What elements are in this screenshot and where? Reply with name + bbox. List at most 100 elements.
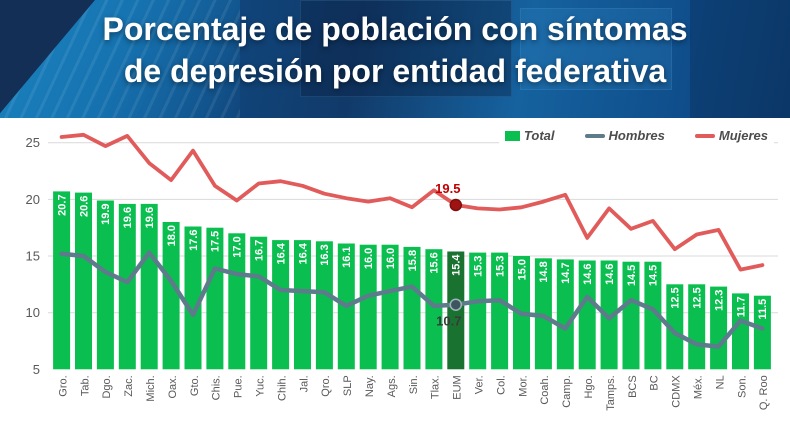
x-axis-label: Son. xyxy=(736,375,748,398)
bar-value-label: 16.7 xyxy=(253,240,265,261)
bar-yuc xyxy=(250,236,268,370)
bar-value-label: 14.7 xyxy=(560,262,572,283)
bar-value-label: 12.5 xyxy=(691,287,703,308)
y-tick-label: 5 xyxy=(33,362,40,377)
bar-son xyxy=(732,293,749,370)
bar-gto xyxy=(184,226,202,370)
bar-value-label: 19.6 xyxy=(122,207,134,228)
bar-chis xyxy=(206,227,224,370)
bar-nl xyxy=(710,286,728,370)
bar-value-label: 14.5 xyxy=(648,265,660,286)
bar-cdmx xyxy=(666,284,684,370)
x-axis-label: Tamps. xyxy=(605,375,617,410)
bar-value-label: 14.6 xyxy=(604,264,616,285)
line-hombres xyxy=(59,250,765,349)
x-axis-label: Ags. xyxy=(386,375,398,397)
bar-jal xyxy=(294,240,311,370)
legend-swatch-hombres-icon xyxy=(584,133,605,138)
bar-camp xyxy=(556,259,574,370)
y-tick-label: 15 xyxy=(26,249,40,264)
bar-value-label: 17.5 xyxy=(210,231,222,252)
page-title-line1: Porcentaje de población con síntomas xyxy=(102,11,688,47)
x-axis-label: Méx. xyxy=(692,375,704,399)
chart-legend: Total Hombres Mujeres xyxy=(498,126,774,145)
x-axis-label: Oax. xyxy=(167,375,179,398)
bar-value-label: 15.8 xyxy=(407,250,419,271)
header-banner: Porcentaje de población con síntomas de … xyxy=(0,0,790,118)
bar-value-label: 14.6 xyxy=(582,264,594,285)
x-axis-label: Hgo. xyxy=(583,375,595,398)
bar-value-label: 16.0 xyxy=(385,248,397,269)
annotation-mujeres: 19.5 xyxy=(435,181,460,196)
x-axis-label: Pue. xyxy=(233,375,245,398)
x-axis-label: EUM xyxy=(452,375,464,399)
x-axis-label: Chih. xyxy=(276,375,288,401)
legend-item-mujeres: Mujeres xyxy=(694,128,768,143)
bar-value-label: 15.0 xyxy=(516,259,528,280)
bar-ver xyxy=(469,252,487,370)
x-axis-label: Q. Roo xyxy=(758,375,770,410)
x-axis-label: Mich. xyxy=(145,375,157,401)
header-decor-panel xyxy=(300,0,512,97)
bar-nay xyxy=(359,244,377,370)
x-axis-label: BC xyxy=(649,375,661,390)
bar-value-label: 14.5 xyxy=(626,265,638,286)
x-axis-label: NL xyxy=(714,375,726,389)
x-axis-label: Zac. xyxy=(123,375,135,396)
bar-tab xyxy=(75,192,92,370)
x-axis-label: Gto. xyxy=(189,375,201,396)
y-tick-label: 10 xyxy=(26,305,40,320)
bar-ags xyxy=(381,244,399,370)
bar-sin xyxy=(403,246,421,370)
chart-area: 5 10 15 20 25 20.7 Gro. 20.6 Tab. 19.9 Dgo. 19.6 Zac… xyxy=(0,118,790,438)
bar-value-label: 16.1 xyxy=(341,247,353,268)
bar-value-label: 11.5 xyxy=(757,299,769,320)
bar-bc xyxy=(644,261,662,370)
bar-value-label: 11.7 xyxy=(735,296,747,317)
marker-hombres-icon xyxy=(449,298,463,311)
bar-value-label: 14.8 xyxy=(538,261,550,282)
bar-value-label: 17.0 xyxy=(232,236,244,257)
x-axis-label: Tlax. xyxy=(430,375,442,399)
bar-value-label: 18.0 xyxy=(166,225,178,246)
bar-q-roo xyxy=(753,295,771,370)
bar-value-label: 16.3 xyxy=(319,244,331,265)
legend-swatch-total-icon xyxy=(504,130,520,141)
y-tick-label: 25 xyxy=(26,135,40,150)
x-axis-label: Gro. xyxy=(57,375,69,396)
legend-label-hombres: Hombres xyxy=(608,128,665,143)
x-axis-label: BCS xyxy=(627,375,639,398)
bar-value-label: 20.7 xyxy=(56,194,68,215)
x-axis-label: Sin. xyxy=(408,375,420,394)
bar-tamps xyxy=(600,260,618,370)
x-axis-label: Camp. xyxy=(561,375,573,407)
x-axis-label: SLP xyxy=(342,375,354,396)
chart-plot: 5 10 15 20 25 20.7 Gro. 20.6 Tab. 19.9 Dgo. 19.6 Zac… xyxy=(26,132,778,411)
bar-value-label: 15.3 xyxy=(472,256,484,277)
legend-swatch-mujeres-icon xyxy=(694,133,715,138)
legend-item-total: Total xyxy=(504,128,555,143)
legend-item-hombres: Hombres xyxy=(584,128,665,143)
x-axis-label: CDMX xyxy=(671,375,683,408)
bar-value-label: 20.6 xyxy=(78,196,90,217)
bar-hgo xyxy=(578,260,596,370)
bar-value-label: 19.9 xyxy=(100,204,112,225)
legend-label-mujeres: Mujeres xyxy=(718,128,768,143)
bar-chih xyxy=(272,240,290,370)
annotation-hombres: 10.7 xyxy=(436,314,461,329)
bar-value-label: 12.5 xyxy=(670,287,682,308)
header-decor-panel xyxy=(690,0,790,118)
bar-bcs xyxy=(622,261,640,370)
header-decor-panel xyxy=(520,8,672,90)
bar-value-label: 17.6 xyxy=(188,230,200,251)
bar-tlax xyxy=(425,249,443,370)
marker-mujeres-icon xyxy=(449,198,463,212)
x-axis-label: Qro. xyxy=(320,375,332,396)
bar-value-label: 16.4 xyxy=(275,242,287,264)
legend-label-total: Total xyxy=(523,128,555,143)
bar-value-label: 16.0 xyxy=(363,248,375,269)
x-axis-label: Jal. xyxy=(298,375,310,392)
x-axis-label: Ver. xyxy=(473,375,485,394)
bar-m-x xyxy=(688,284,706,370)
